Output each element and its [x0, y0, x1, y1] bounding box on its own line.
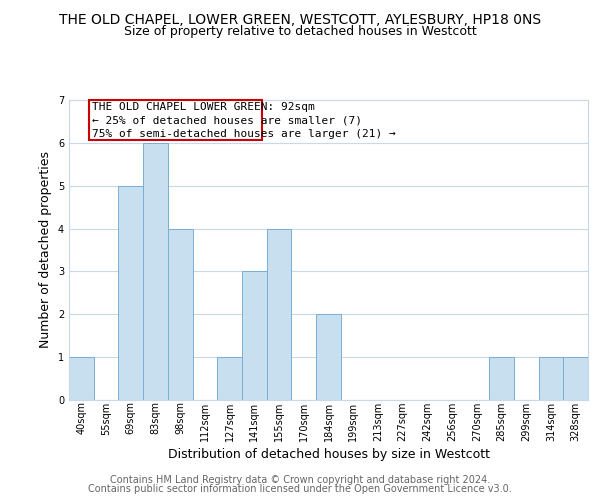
X-axis label: Distribution of detached houses by size in Westcott: Distribution of detached houses by size …	[167, 448, 490, 461]
Bar	[118, 186, 143, 400]
Text: Contains public sector information licensed under the Open Government Licence v3: Contains public sector information licen…	[88, 484, 512, 494]
Bar	[489, 357, 514, 400]
Bar	[539, 357, 563, 400]
Bar	[217, 357, 242, 400]
Y-axis label: Number of detached properties: Number of detached properties	[40, 152, 52, 348]
Bar	[316, 314, 341, 400]
Text: Contains HM Land Registry data © Crown copyright and database right 2024.: Contains HM Land Registry data © Crown c…	[110, 475, 490, 485]
Bar	[69, 357, 94, 400]
Text: THE OLD CHAPEL LOWER GREEN: 92sqm
← 25% of detached houses are smaller (7)
75% o: THE OLD CHAPEL LOWER GREEN: 92sqm ← 25% …	[92, 102, 396, 139]
Bar	[267, 228, 292, 400]
Bar	[242, 272, 267, 400]
Text: THE OLD CHAPEL, LOWER GREEN, WESTCOTT, AYLESBURY, HP18 0NS: THE OLD CHAPEL, LOWER GREEN, WESTCOTT, A…	[59, 12, 541, 26]
Text: Size of property relative to detached houses in Westcott: Size of property relative to detached ho…	[124, 25, 476, 38]
Bar	[168, 228, 193, 400]
Bar	[563, 357, 588, 400]
FancyBboxPatch shape	[89, 100, 262, 140]
Bar	[143, 143, 168, 400]
